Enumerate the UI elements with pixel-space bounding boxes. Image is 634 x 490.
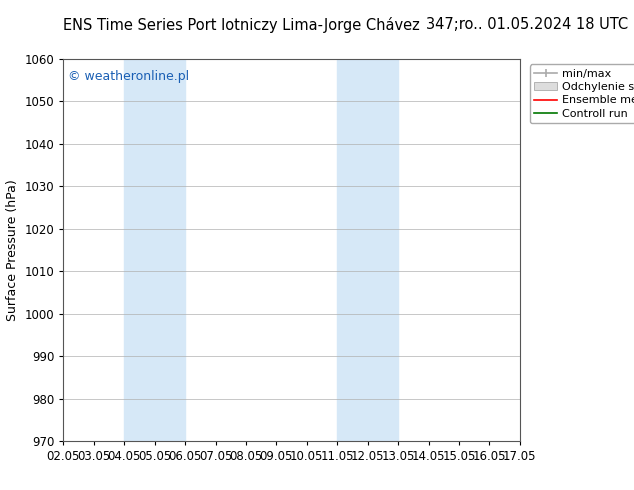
Y-axis label: Surface Pressure (hPa): Surface Pressure (hPa) [6, 179, 19, 321]
Text: © weatheronline.pl: © weatheronline.pl [68, 70, 189, 83]
Bar [124, 59, 185, 441]
Legend: min/max, Odchylenie standardowe, Ensemble mean run, Controll run: min/max, Odchylenie standardowe, Ensembl… [530, 64, 634, 123]
Bar [337, 59, 398, 441]
Text: ENS Time Series Port lotniczy Lima-Jorge Chávez: ENS Time Series Port lotniczy Lima-Jorge… [63, 17, 420, 33]
Text: 347;ro.. 01.05.2024 18 UTC: 347;ro.. 01.05.2024 18 UTC [425, 17, 628, 32]
